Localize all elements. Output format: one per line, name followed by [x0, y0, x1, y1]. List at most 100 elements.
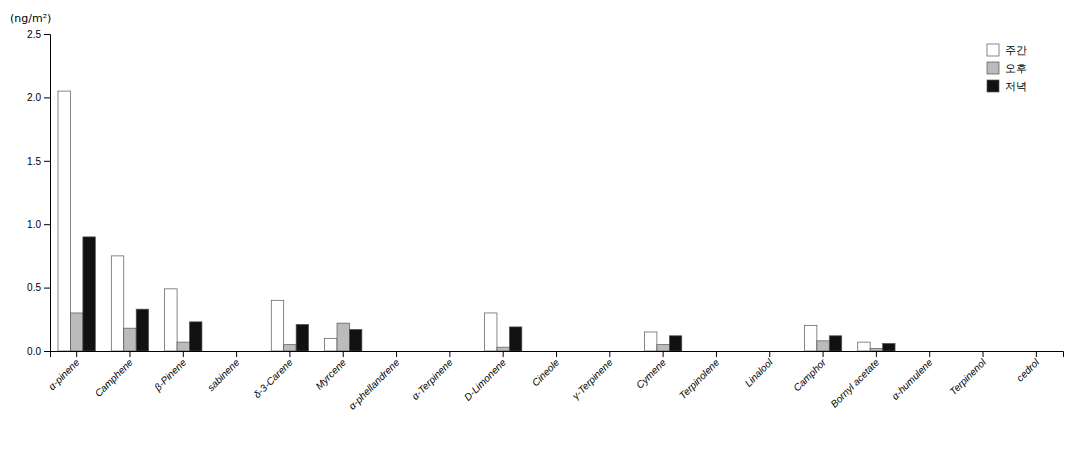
x-tick-label: Bornyl acetate [828, 356, 881, 409]
y-tick-mark [44, 34, 50, 35]
x-axis-line [51, 352, 1064, 358]
y-tick: 2.5 [27, 29, 50, 40]
x-tick-label: Linalool [743, 356, 776, 389]
x-tick-mark [876, 351, 877, 357]
bar [111, 256, 123, 351]
bar-series [70, 313, 882, 351]
x-tick: Terpinolene [677, 351, 722, 401]
legend-label: 저녁 [1005, 80, 1027, 93]
x-tick-label: Myrcene [313, 356, 348, 391]
bar [431, 351, 443, 352]
bar [817, 341, 829, 351]
x-tick-label: cedrol [1014, 356, 1042, 384]
bar [124, 328, 136, 351]
bar [243, 351, 255, 352]
x-tick-label: Camphene [93, 356, 136, 399]
bar [136, 309, 148, 351]
y-tick-label: 0.0 [27, 346, 41, 357]
legend-swatch [987, 80, 999, 92]
y-tick-mark [44, 351, 50, 352]
x-tick-mark [396, 351, 397, 357]
bars [58, 91, 895, 351]
bar [710, 351, 722, 352]
bar [165, 289, 177, 351]
bar [776, 351, 788, 352]
x-tick: Bornyl acetate [828, 351, 881, 410]
x-tick-mark [823, 351, 824, 357]
x-tick-mark [289, 351, 290, 357]
bar [296, 324, 308, 351]
bar [591, 351, 603, 352]
x-tick: α-humulene [889, 351, 935, 402]
y-tick-label: 2.0 [27, 92, 41, 103]
legend: 주간오후저녁 [987, 44, 1027, 93]
x-tick: Camphene [93, 351, 136, 399]
x-tick: Terpinenol [947, 351, 988, 397]
chart: 0.00.51.01.52.02.5α-pineneCampheneβ-Pine… [0, 0, 1081, 451]
bar [977, 351, 989, 352]
bar-series [83, 237, 895, 351]
y-tick-label: 1.5 [27, 156, 41, 167]
x-tick-label: Cineole [530, 356, 562, 388]
bar [538, 351, 550, 352]
x-tick: α-phellandrene [346, 351, 401, 412]
bar [804, 326, 816, 351]
x-tick: Cymene [634, 351, 668, 391]
x-tick-mark [716, 351, 717, 357]
bar [563, 351, 575, 352]
legend-swatch [987, 62, 999, 74]
bar [509, 327, 521, 351]
bar [657, 345, 669, 351]
x-tick: sabinene [205, 351, 242, 393]
x-tick-label: α-Terpinene [409, 356, 455, 402]
bar [616, 351, 628, 352]
x-tick: α-pinene [46, 351, 82, 392]
y-tick: 0.0 [27, 346, 50, 357]
bar [230, 351, 242, 352]
x-tick: α-Terpinene [409, 351, 455, 402]
x-tick-label: D-Limonene [462, 356, 509, 403]
y-axis: 0.0 0.5 1.0 1.5 2.0 2.5 [27, 29, 50, 357]
bar [698, 351, 710, 352]
bar [497, 347, 509, 351]
x-tick-label: sabinene [205, 356, 242, 393]
bar [1043, 351, 1055, 352]
plot: 0.00.51.01.52.02.5α-pineneCampheneβ-Pine… [27, 29, 1063, 412]
bar [723, 351, 735, 352]
bar [325, 338, 337, 351]
y-tick-mark [44, 161, 50, 162]
bar [403, 351, 415, 352]
x-tick-mark [983, 351, 984, 357]
x-tick-mark [503, 351, 504, 357]
y-tick: 1.0 [27, 219, 50, 230]
y-tick-label: 1.0 [27, 219, 41, 230]
legend-label: 주간 [1005, 44, 1027, 57]
bar [284, 345, 296, 351]
x-tick: cedrol [1014, 351, 1042, 384]
y-axis-line [44, 35, 51, 352]
legend-swatch [987, 44, 999, 56]
x-tick-mark [929, 351, 930, 357]
bar [883, 343, 895, 351]
y-tick: 0.5 [27, 282, 50, 293]
y-tick-mark [44, 224, 50, 225]
x-tick-mark [1036, 351, 1037, 357]
x-tick-mark [609, 351, 610, 357]
bar [218, 351, 230, 352]
x-tick-label: Camphor [791, 356, 828, 393]
legend-label: 오후 [1005, 62, 1027, 75]
y-tick: 2.0 [27, 92, 50, 103]
bar [190, 322, 202, 351]
bar [870, 348, 882, 351]
x-tick-mark [236, 351, 237, 357]
bar [936, 351, 948, 352]
bar [444, 351, 456, 352]
y-tick: 1.5 [27, 156, 50, 167]
x-tick-mark [129, 351, 130, 357]
x-tick: Linalool [743, 351, 776, 389]
y-tick-label: 2.5 [27, 29, 41, 40]
bar [644, 332, 656, 351]
x-tick-label: α-pinene [46, 356, 82, 392]
bar [1030, 351, 1042, 352]
bar [177, 342, 189, 351]
